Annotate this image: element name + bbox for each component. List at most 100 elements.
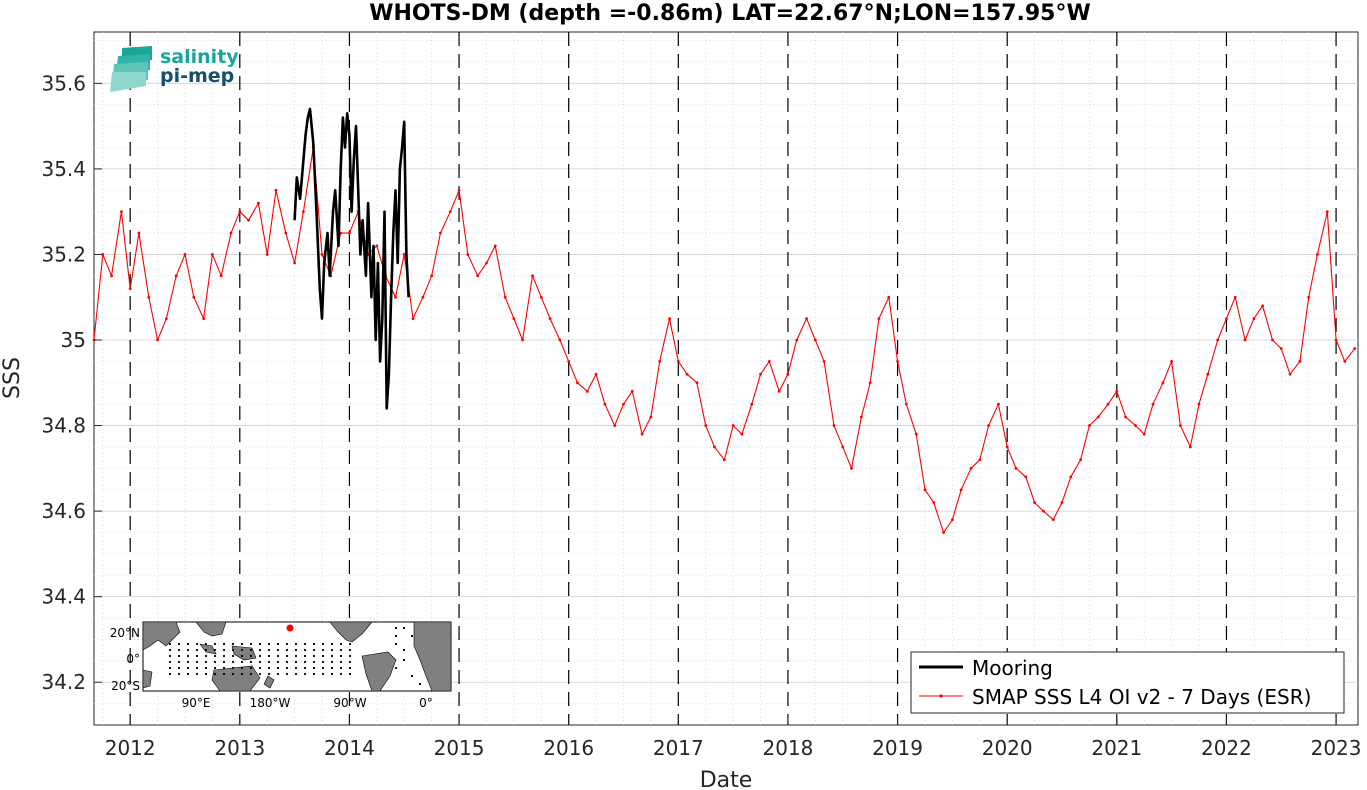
smap-point	[1353, 347, 1357, 350]
smap-point	[485, 261, 488, 265]
inset-buoy-dot	[402, 658, 406, 662]
inset-buoy-dot	[240, 672, 244, 676]
logo-line1: salinity	[160, 46, 239, 68]
smap-point	[813, 338, 817, 342]
inset-lat-label-20s: 20°S	[111, 679, 140, 693]
smap-point	[320, 253, 324, 256]
inset-buoy-dot	[177, 672, 181, 676]
smap-point	[658, 359, 662, 363]
smap-point	[1041, 509, 1045, 513]
smap-point	[493, 244, 497, 248]
inset-lon-label-0: 0°	[419, 696, 433, 710]
inset-buoy-dot	[303, 642, 307, 646]
inset-buoy-dot	[240, 648, 244, 652]
y-tick-label: 34.2	[41, 670, 86, 694]
inset-buoy-dot	[294, 666, 298, 670]
inset-buoy-dot	[348, 666, 352, 670]
inset-buoy-dot	[276, 642, 280, 646]
inset-buoy-dot	[177, 660, 181, 664]
legend-box	[910, 651, 1345, 714]
smap-point	[128, 287, 132, 291]
inset-buoy-dot	[394, 666, 398, 670]
inset-map-landmasses	[142, 621, 452, 692]
smap-point	[247, 218, 250, 222]
inset-buoy-dot	[267, 642, 271, 646]
smap-point	[219, 274, 223, 278]
smap-point	[767, 359, 771, 363]
inset-buoy-dot	[312, 672, 316, 676]
inset-buoy-dot	[195, 654, 199, 658]
inset-buoy-dot	[276, 666, 280, 670]
x-tick-label: 2013	[214, 736, 265, 760]
smap-point	[1151, 402, 1155, 406]
inset-buoy-dot	[186, 642, 190, 646]
smap-point	[978, 458, 982, 462]
inset-buoy-dot	[294, 654, 298, 658]
smap-point	[274, 188, 278, 192]
inset-buoy-dot	[330, 648, 334, 652]
smap-point	[750, 402, 754, 406]
inset-buoy-dot	[276, 648, 280, 652]
smap-point	[1014, 466, 1018, 470]
inset-buoy-dot	[303, 654, 307, 658]
inset-buoy-dot	[267, 648, 271, 652]
y-tick-label: 35.2	[41, 242, 86, 266]
inset-buoy-dot	[213, 648, 217, 652]
x-tick-label: 2012	[105, 736, 156, 760]
smap-point	[822, 359, 826, 363]
smap-point	[740, 432, 744, 436]
inset-buoy-dot	[195, 642, 199, 646]
smap-point	[896, 359, 899, 363]
inset-buoy-dot	[339, 648, 343, 652]
inset-buoy-dot	[168, 666, 172, 670]
smap-point	[512, 317, 516, 321]
inset-buoy-dot	[267, 654, 271, 658]
inset-buoy-dot	[330, 660, 334, 664]
x-tick-label: 2021	[1091, 736, 1142, 760]
inset-buoy-dot	[330, 672, 334, 676]
inset-buoy-dot	[330, 654, 334, 658]
smap-point	[210, 253, 214, 256]
inset-buoy-dot	[267, 672, 271, 676]
smap-point	[101, 253, 105, 256]
inset-buoy-dot	[321, 672, 325, 676]
x-tick-label: 2023	[1311, 736, 1362, 760]
inset-buoy-dot	[177, 666, 181, 670]
inset-buoy-dot	[276, 660, 280, 664]
inset-buoy-dot	[348, 642, 352, 646]
smap-point	[630, 389, 634, 393]
smap-point	[777, 389, 781, 393]
x-axis-ticks: 2012 2013 2014 2015 2016 2017 2018 2019 2020 2021…	[105, 717, 1362, 760]
inset-buoy-dot	[285, 666, 289, 670]
smap-point	[868, 381, 872, 385]
inset-buoy-dot	[240, 666, 244, 670]
y-tick-label: 35.4	[41, 157, 86, 181]
inset-buoy-dot	[231, 660, 235, 664]
smap-point	[942, 531, 946, 534]
inset-buoy-dot	[321, 666, 325, 670]
smap-point	[950, 518, 954, 522]
smap-point	[649, 415, 653, 419]
inset-buoy-dot	[303, 666, 307, 670]
smap-point	[585, 389, 589, 393]
smap-point	[1288, 372, 1292, 376]
inset-buoy-dot	[402, 648, 406, 652]
inset-buoy-dot	[231, 654, 235, 658]
inset-buoy-dot	[303, 648, 307, 652]
y-tick-label: 35.6	[41, 71, 86, 95]
smap-point	[394, 295, 397, 299]
smap-point	[1216, 338, 1220, 342]
inset-buoy-dot	[177, 642, 181, 646]
y-tick-label: 34.8	[41, 414, 86, 438]
inset-buoy-dot	[186, 672, 190, 676]
inset-buoy-dot	[249, 654, 253, 658]
inset-buoy-dot	[213, 672, 217, 676]
smap-point	[137, 231, 141, 235]
inset-buoy-dot	[348, 672, 352, 676]
inset-buoy-dot	[276, 654, 280, 658]
x-tick-label: 2020	[982, 736, 1033, 760]
chart-title: WHOTS-DM (depth =-0.86m) LAT=22.67°N;LON…	[369, 1, 1091, 26]
inset-buoy-dot	[240, 654, 244, 658]
legend-label-smap: SMAP SSS L4 OI v2 - 7 Days (ESR)	[972, 685, 1311, 709]
